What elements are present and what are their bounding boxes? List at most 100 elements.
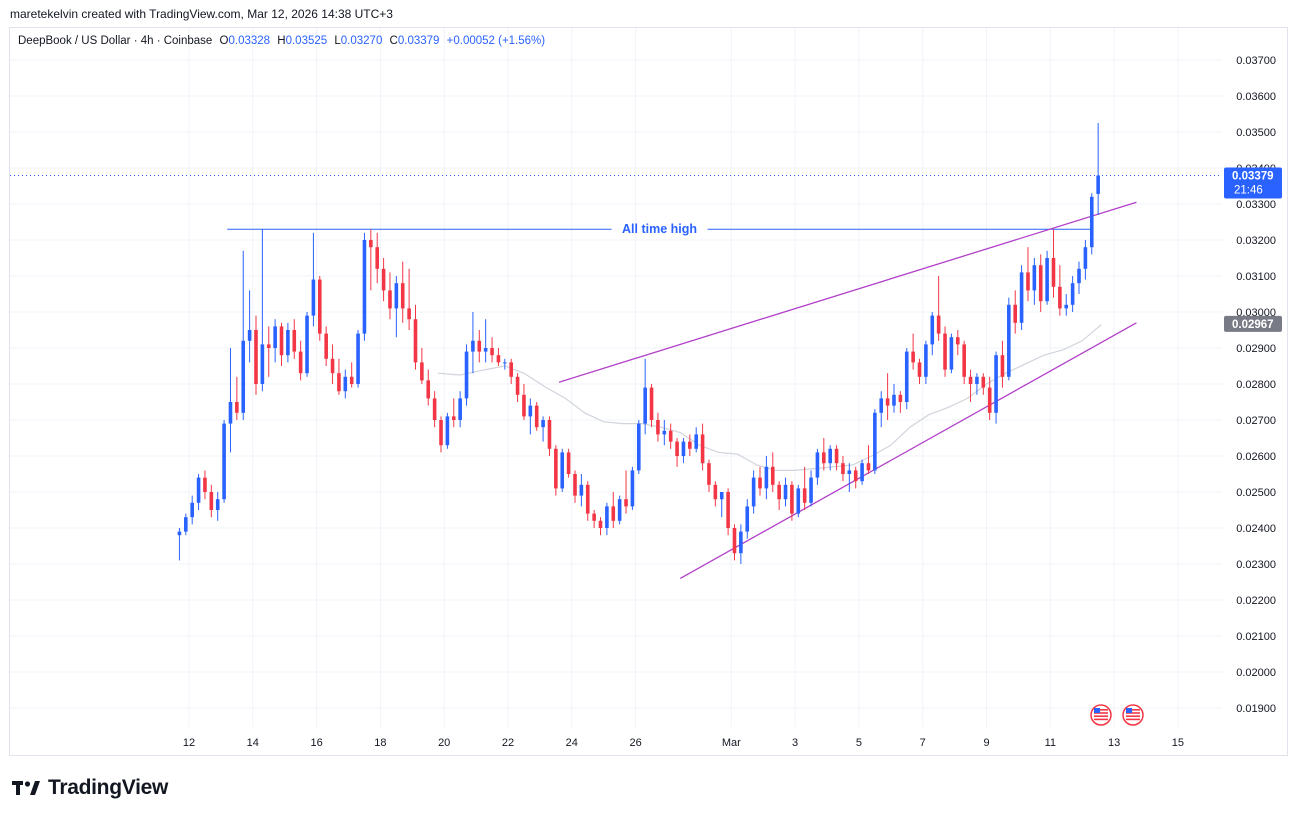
candle (547, 416, 552, 456)
candle-body (477, 340, 482, 352)
candle-body (522, 394, 526, 417)
candle (955, 330, 960, 356)
chart-frame (9, 27, 1288, 756)
x-tick-label: 5 (856, 737, 862, 749)
candle-body (190, 502, 194, 518)
tradingview-logo[interactable]: TradingView (12, 776, 168, 800)
y-tick-label: 0.02900 (1236, 343, 1276, 355)
x-tick-label: 16 (310, 737, 322, 749)
candle-body (490, 348, 494, 356)
candle-body (828, 448, 832, 464)
candle-body (847, 470, 852, 474)
candle (451, 398, 456, 428)
candle-body (509, 362, 513, 377)
candle-body (617, 499, 622, 521)
y-tick-label: 0.02100 (1236, 631, 1276, 643)
candle (994, 351, 998, 424)
candle (694, 427, 699, 453)
candle-body (388, 290, 392, 309)
candle (707, 459, 711, 492)
candle (286, 322, 290, 363)
moving-average (437, 324, 1102, 471)
candle (566, 448, 571, 478)
flag-stripe (1126, 712, 1140, 714)
candle-body (611, 506, 616, 521)
candle (815, 448, 820, 485)
candle-body (809, 477, 813, 503)
candle (936, 276, 941, 341)
candle (356, 330, 360, 388)
candle (420, 348, 424, 384)
candle-body (235, 402, 239, 413)
y-tick-label: 0.03600 (1236, 91, 1276, 103)
candle (777, 481, 781, 510)
candle (1026, 247, 1030, 302)
candle (279, 322, 284, 366)
trend-line-upper (558, 201, 1137, 383)
candle-body (739, 531, 743, 554)
candle (790, 481, 794, 521)
candle (241, 250, 246, 420)
symbol-label[interactable]: DeepBook / US Dollar · 4h · Coinbase (18, 35, 213, 47)
candle-body (298, 351, 303, 374)
candle (413, 304, 418, 370)
candle-body (324, 333, 328, 359)
candle-body (196, 477, 201, 503)
candle-body (356, 333, 360, 384)
change-value: +0.00052 (+1.56%) (446, 35, 546, 47)
candle (203, 470, 207, 500)
candle (273, 319, 277, 363)
candle-body (579, 484, 584, 496)
candle-body (605, 506, 609, 528)
candle (847, 463, 852, 492)
candle-body (541, 420, 545, 428)
price-markers: 0.03379 21:46 0.02967 (10, 167, 1282, 726)
candle-body (860, 463, 864, 482)
candle (885, 373, 890, 420)
candle-body (330, 358, 335, 374)
candle-body (911, 351, 915, 363)
candle (605, 502, 609, 536)
candle (713, 481, 718, 507)
candle-body (790, 484, 794, 514)
candle (317, 276, 322, 341)
candle (1070, 276, 1075, 312)
open-value: 0.03328 (228, 35, 271, 47)
tradingview-logo-icon (12, 781, 40, 795)
candle (1045, 250, 1049, 305)
candle-body (726, 492, 730, 528)
candle-body (975, 376, 979, 384)
candle-body (624, 499, 628, 507)
candle (624, 470, 628, 514)
candle (1019, 265, 1024, 330)
candle-body (1058, 286, 1062, 309)
candle-body (471, 340, 475, 352)
y-tick-label: 0.03700 (1236, 55, 1276, 67)
y-tick-label: 0.02000 (1236, 667, 1276, 679)
candle (311, 232, 316, 327)
y-tick-label: 0.02700 (1236, 415, 1276, 427)
candle (981, 373, 986, 395)
y-tick-label: 0.02300 (1236, 559, 1276, 571)
candle-body (413, 319, 418, 363)
candle (1000, 340, 1005, 388)
grid-lines (10, 28, 1222, 727)
candle (879, 391, 884, 428)
candle (739, 524, 743, 564)
candle-body (1089, 196, 1094, 248)
candle-body (1077, 268, 1081, 284)
flag-stripe (1126, 715, 1140, 717)
candle-body (547, 420, 552, 449)
candle-body (668, 430, 673, 442)
chart-credit: maretekelvin created with TradingView.co… (10, 7, 393, 21)
candle-body (662, 430, 667, 435)
candle-body (407, 308, 411, 320)
candle-body (426, 380, 431, 399)
candle-body (1096, 175, 1100, 194)
x-tick-label: 22 (502, 737, 514, 749)
candle (962, 340, 966, 384)
candle (432, 391, 437, 428)
candle-body (254, 330, 258, 384)
candle (184, 513, 188, 536)
